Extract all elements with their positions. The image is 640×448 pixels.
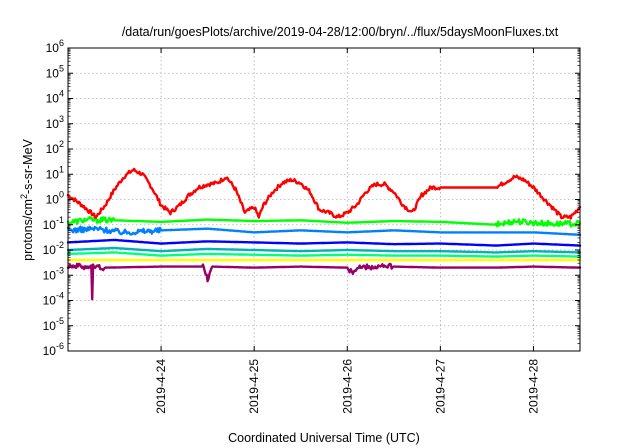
series-line: [66, 225, 582, 237]
x-tick-label: 2019-4-28: [526, 359, 540, 414]
y-tick-label: 10-2: [43, 240, 64, 257]
y-axis-label: protons/cm2-s-sr-MeV: [19, 138, 35, 260]
y-tick-label: 102: [46, 139, 64, 156]
chart-title: /data/run/goesPlots/archive/2019-04-28/1…: [122, 25, 559, 39]
x-axis-ticks: 2019-4-24 2019-4-25 2019-4-26 2019-4-27 2019…: [154, 48, 540, 414]
x-tick-label: 2019-4-25: [247, 359, 261, 414]
y-tick-label: 10-4: [43, 291, 64, 308]
y-axis-ticks: 10-6 10-5 10-4 10-3 10-2 10-1 100 101 102 103 104 1…: [43, 38, 580, 358]
series-line: [66, 167, 582, 220]
y-tick-label: 106: [46, 38, 64, 55]
y-tick-label: 105: [46, 63, 64, 80]
grid: [68, 48, 580, 351]
y-tick-label: 10-1: [43, 215, 64, 232]
x-tick-label: 2019-4-26: [340, 359, 354, 414]
y-tick-label: 104: [46, 89, 64, 106]
series-group: [66, 167, 582, 301]
series-line: [66, 262, 582, 301]
x-tick-label: 2019-4-24: [154, 359, 168, 414]
y-tick-label: 100: [46, 190, 64, 207]
y-tick-label: 10-6: [43, 341, 64, 358]
y-tick-label: 103: [46, 114, 64, 131]
series-line: [66, 238, 582, 247]
y-tick-label: 10-3: [43, 265, 64, 282]
y-tick-label: 101: [46, 164, 64, 181]
series-line: [66, 251, 582, 258]
series-line: [66, 246, 582, 254]
y-tick-label: 10-5: [43, 316, 64, 333]
series-line: [66, 215, 582, 228]
x-axis-label: Coordinated Universal Time (UTC): [228, 431, 420, 445]
x-tick-label: 2019-4-27: [433, 359, 447, 414]
